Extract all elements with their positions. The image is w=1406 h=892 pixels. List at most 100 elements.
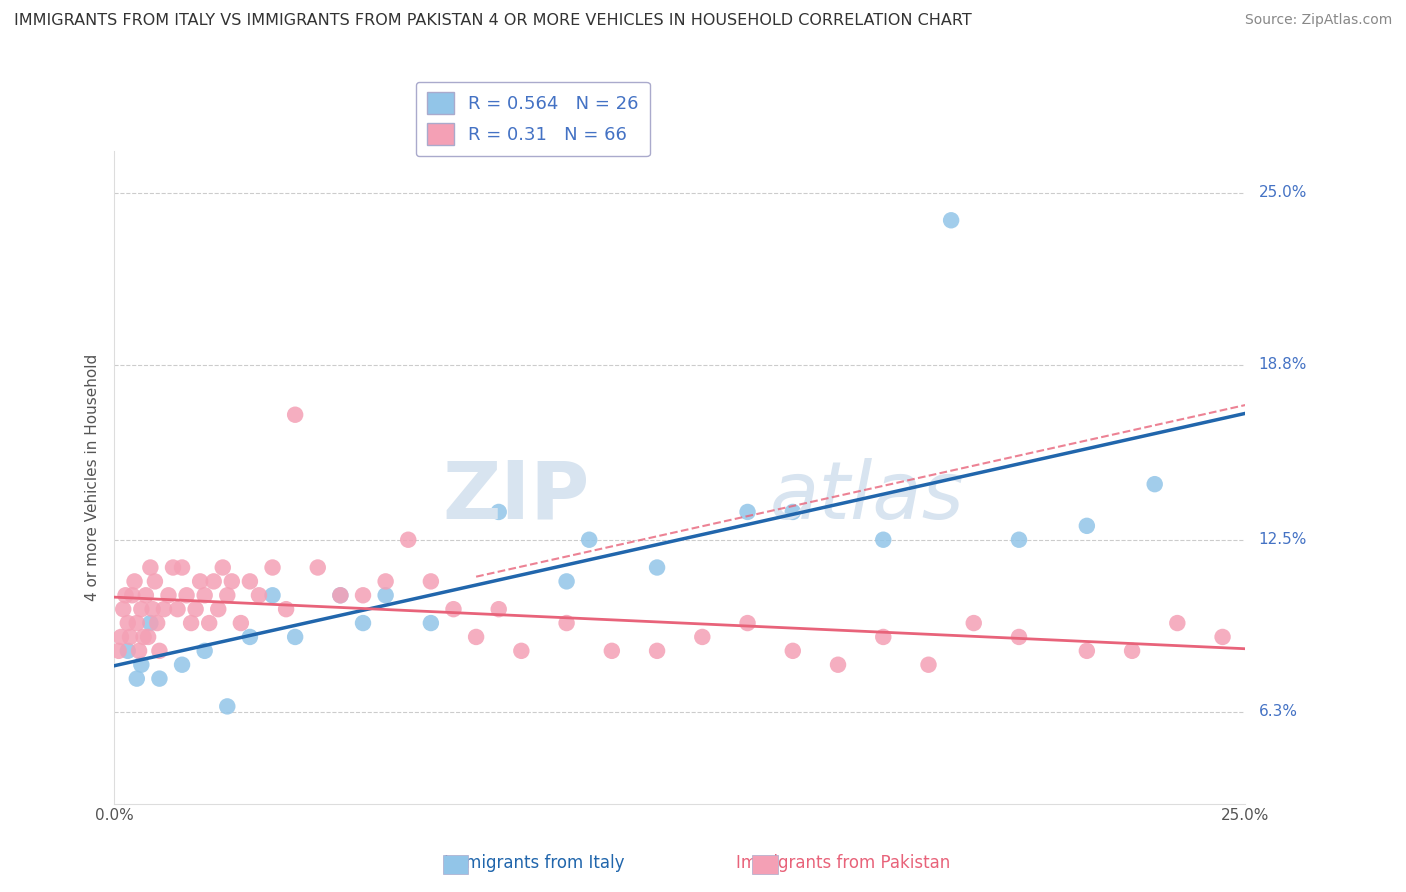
Point xyxy=(600,644,623,658)
Text: 12.5%: 12.5% xyxy=(1258,533,1308,547)
Legend: R = 0.564   N = 26, R = 0.31   N = 66: R = 0.564 N = 26, R = 0.31 N = 66 xyxy=(416,81,650,156)
Point xyxy=(114,588,136,602)
Point xyxy=(782,644,804,658)
Point xyxy=(1212,630,1234,644)
Point xyxy=(202,574,225,589)
Point xyxy=(1076,644,1098,658)
Point xyxy=(188,574,211,589)
Point xyxy=(217,588,239,602)
Point xyxy=(782,505,804,519)
Text: 25.0%: 25.0% xyxy=(1258,185,1308,200)
Point xyxy=(170,560,193,574)
Point xyxy=(239,574,262,589)
Point xyxy=(827,657,849,672)
Point xyxy=(131,657,153,672)
Point xyxy=(184,602,207,616)
Text: atlas: atlas xyxy=(770,458,965,536)
Point xyxy=(211,560,233,574)
Text: IMMIGRANTS FROM ITALY VS IMMIGRANTS FROM PAKISTAN 4 OR MORE VEHICLES IN HOUSEHOL: IMMIGRANTS FROM ITALY VS IMMIGRANTS FROM… xyxy=(14,13,972,29)
Point xyxy=(117,644,139,658)
Point xyxy=(352,588,374,602)
Point xyxy=(396,533,419,547)
Point xyxy=(737,615,759,630)
Point xyxy=(117,615,139,630)
Point xyxy=(555,615,578,630)
Point xyxy=(166,602,188,616)
Point xyxy=(131,602,153,616)
Point xyxy=(645,644,668,658)
Point xyxy=(284,630,307,644)
Point xyxy=(247,588,270,602)
Point xyxy=(239,630,262,644)
Point xyxy=(125,615,148,630)
Point xyxy=(170,657,193,672)
Point xyxy=(419,574,441,589)
Point xyxy=(262,560,284,574)
Point xyxy=(419,615,441,630)
Point xyxy=(872,533,894,547)
Text: ZIP: ZIP xyxy=(441,458,589,536)
Point xyxy=(329,588,352,602)
Point xyxy=(125,672,148,686)
Point xyxy=(939,213,962,227)
Point xyxy=(1143,477,1166,491)
Point xyxy=(274,602,297,616)
Point xyxy=(143,574,166,589)
Point xyxy=(194,644,217,658)
Point xyxy=(118,630,141,644)
Text: Immigrants from Italy: Immigrants from Italy xyxy=(444,855,624,872)
Point xyxy=(148,672,170,686)
Point xyxy=(510,644,533,658)
Point xyxy=(157,588,180,602)
Point xyxy=(198,615,221,630)
Point xyxy=(136,630,159,644)
Point xyxy=(963,615,986,630)
Point xyxy=(1076,519,1098,533)
Point xyxy=(1121,644,1143,658)
Point xyxy=(262,588,284,602)
Point xyxy=(645,560,668,574)
Point xyxy=(107,644,129,658)
Point xyxy=(128,644,150,658)
Point xyxy=(124,574,146,589)
Point xyxy=(578,533,600,547)
Point xyxy=(180,615,202,630)
Point xyxy=(132,630,155,644)
Text: Immigrants from Pakistan: Immigrants from Pakistan xyxy=(737,855,950,872)
Point xyxy=(135,588,157,602)
Point xyxy=(1166,615,1188,630)
Point xyxy=(229,615,252,630)
Point xyxy=(162,560,184,574)
Point xyxy=(465,630,488,644)
Point xyxy=(148,644,170,658)
Point xyxy=(146,615,169,630)
Text: 6.3%: 6.3% xyxy=(1258,705,1298,720)
Point xyxy=(221,574,243,589)
Point xyxy=(1008,630,1031,644)
Point xyxy=(374,574,396,589)
Point xyxy=(374,588,396,602)
Point xyxy=(488,602,510,616)
Point xyxy=(142,602,165,616)
Point xyxy=(1008,533,1031,547)
Text: Source: ZipAtlas.com: Source: ZipAtlas.com xyxy=(1244,13,1392,28)
Point xyxy=(692,630,714,644)
Point xyxy=(139,615,162,630)
Point xyxy=(121,588,143,602)
Point xyxy=(139,560,162,574)
Point xyxy=(917,657,939,672)
Point xyxy=(443,602,465,616)
Point xyxy=(207,602,229,616)
Point xyxy=(112,602,135,616)
Point xyxy=(737,505,759,519)
Point xyxy=(153,602,176,616)
Point xyxy=(555,574,578,589)
Point xyxy=(488,505,510,519)
Y-axis label: 4 or more Vehicles in Household: 4 or more Vehicles in Household xyxy=(86,353,100,601)
Point xyxy=(329,588,352,602)
Text: 18.8%: 18.8% xyxy=(1258,357,1308,372)
Point xyxy=(284,408,307,422)
Point xyxy=(110,630,132,644)
Point xyxy=(352,615,374,630)
Point xyxy=(872,630,894,644)
